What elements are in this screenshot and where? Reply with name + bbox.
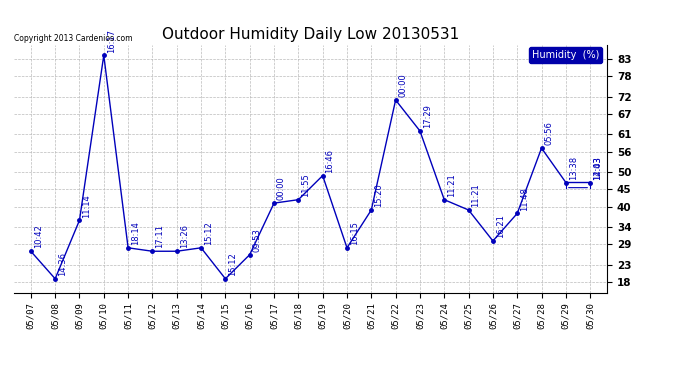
Text: 13:38: 13:38 — [569, 156, 578, 180]
Legend: Humidity  (%): Humidity (%) — [529, 47, 602, 63]
Text: 16:15: 16:15 — [350, 221, 359, 245]
Text: 18:14: 18:14 — [131, 221, 140, 245]
Text: 00:00: 00:00 — [277, 177, 286, 200]
Title: Outdoor Humidity Daily Low 20130531: Outdoor Humidity Daily Low 20130531 — [162, 27, 459, 42]
Text: 16:21: 16:21 — [496, 214, 505, 238]
Text: 15:20: 15:20 — [374, 183, 383, 207]
Text: 17:11: 17:11 — [155, 225, 164, 249]
Text: 11:21: 11:21 — [471, 183, 480, 207]
Text: 11:14: 11:14 — [82, 194, 91, 217]
Text: 17:29: 17:29 — [423, 104, 432, 128]
Text: 00:00: 00:00 — [399, 74, 408, 97]
Text: 14:03: 14:03 — [593, 156, 602, 180]
Text: 13:26: 13:26 — [179, 225, 188, 249]
Text: 16:17: 16:17 — [107, 28, 116, 53]
Text: 11:21: 11:21 — [447, 173, 456, 197]
Text: 15:12: 15:12 — [228, 252, 237, 276]
Text: 15:12: 15:12 — [204, 221, 213, 245]
Text: 11:48: 11:48 — [520, 187, 529, 211]
Text: 16:46: 16:46 — [326, 149, 335, 173]
Text: 12:43: 12:43 — [593, 156, 602, 180]
Text: 10:42: 10:42 — [34, 225, 43, 249]
Text: 05:56: 05:56 — [544, 122, 553, 146]
Text: 09:53: 09:53 — [253, 228, 262, 252]
Text: Copyright 2013 Cardenios.com: Copyright 2013 Cardenios.com — [14, 33, 132, 42]
Text: 11:55: 11:55 — [302, 173, 310, 197]
Text: 14:36: 14:36 — [58, 252, 67, 276]
